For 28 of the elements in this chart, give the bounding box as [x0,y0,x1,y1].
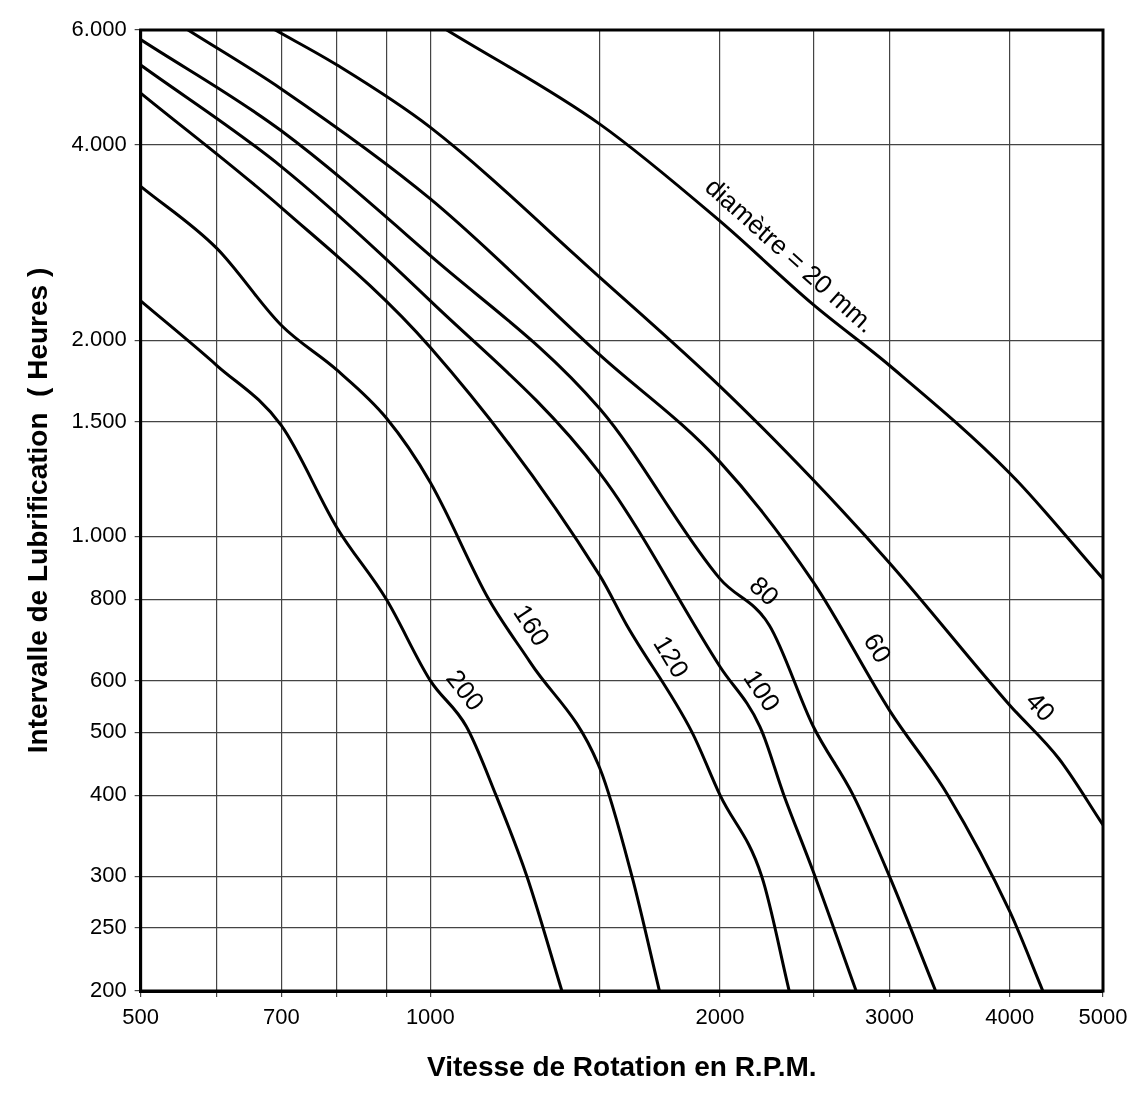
text: 40 [1019,685,1062,728]
x-tick-label: 4000 [985,1004,1035,1030]
y-tick-label: 800 [89,585,127,611]
text: 160 [507,598,557,652]
y-tick-label: 200 [89,977,127,1003]
y-tick-label: 300 [89,862,127,888]
x-tick-label: 500 [122,1004,160,1030]
x-axis-title: Vitesse de Rotation en R.P.M. [427,1050,817,1082]
x-tick-label: 3000 [865,1004,914,1030]
y-tick-label: 1.000 [71,522,127,548]
y-axis-title: Intervalle de Lubrification ( Heures ) [21,267,53,754]
x-tick-label: 700 [262,1004,300,1030]
text: 60 [857,627,899,669]
y-tick-label: 2.000 [71,326,127,352]
text: 120 [647,630,696,683]
text: 80 [743,569,786,612]
x-tick-label: 1000 [405,1004,455,1030]
y-tick-label: 4.000 [71,130,127,156]
text: 200 [440,663,491,717]
x-tick-label: 5000 [1078,1004,1128,1030]
y-tick-label: 500 [89,718,127,744]
y-tick-label: 250 [89,914,127,940]
x-tick-label: 2000 [695,1004,745,1030]
y-tick-label: 1.500 [71,407,127,433]
y-tick-label: 6.000 [71,16,127,42]
y-tick-label: 600 [89,666,127,692]
text: 100 [737,664,787,717]
y-tick-label: 400 [89,781,127,807]
